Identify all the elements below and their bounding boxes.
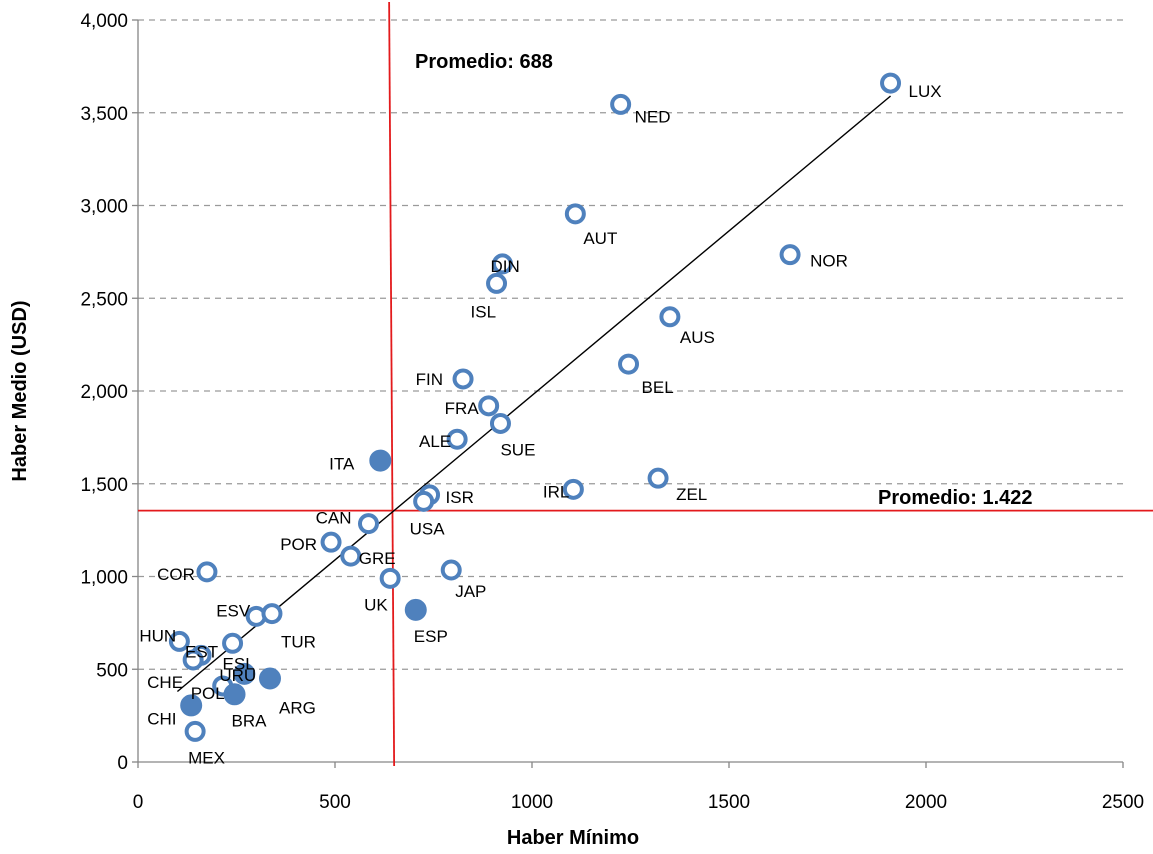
point-label: HUN	[139, 626, 176, 645]
point-label: ESP	[414, 627, 448, 646]
point-hun	[168, 630, 190, 652]
y-tick-label: 500	[96, 660, 128, 681]
point-ale	[446, 428, 468, 450]
point-label: USA	[410, 519, 446, 538]
point-label: NOR	[810, 252, 848, 271]
point-label: ISR	[446, 488, 474, 507]
point-label: CHE	[147, 673, 183, 692]
point-uk	[379, 567, 401, 589]
y-tick-label: 1,000	[80, 568, 128, 589]
point-bel	[618, 353, 640, 375]
point-label: ESL	[223, 654, 255, 673]
trendline	[176, 95, 891, 693]
y-tick-label: 2,500	[80, 289, 128, 310]
point-label: LUX	[909, 82, 942, 101]
point-usa	[413, 490, 435, 512]
point-label: UK	[364, 595, 388, 614]
point-label: ESV	[216, 601, 251, 620]
trendline-group	[176, 95, 891, 693]
x-tick-label: 0	[133, 792, 144, 813]
x-tick-label: 1000	[511, 792, 553, 813]
point-che	[182, 649, 204, 671]
point-aut	[564, 203, 586, 225]
point-label: ITA	[329, 455, 355, 474]
point-arg	[258, 667, 281, 690]
point-label: AUS	[680, 328, 715, 347]
point-esp	[404, 598, 427, 621]
x-tick-label: 2000	[905, 792, 947, 813]
point-label: POL	[191, 684, 225, 703]
point-label: FIN	[416, 370, 443, 389]
point-label: EST	[185, 642, 218, 661]
point-nor	[779, 244, 801, 266]
y-tick-labels: 0 500 1,000 1,500 2,000 2,500 3,000 3,500 4,000	[80, 11, 128, 774]
point-label: JAP	[455, 582, 486, 601]
x-tick-labels: 0 500 1000 1500 2000 2500	[133, 792, 1144, 813]
x-average-line	[388, 1, 396, 767]
data-points	[168, 72, 902, 742]
point-label: ARG	[279, 699, 316, 718]
y-tick-label: 2,000	[80, 382, 128, 403]
point-label: TUR	[281, 633, 316, 652]
point-label: ALE	[419, 432, 451, 451]
point-label: CAN	[316, 509, 352, 528]
y-tick-label: 0	[117, 753, 128, 774]
point-zel	[647, 467, 669, 489]
point-bra	[223, 683, 246, 706]
point-aus	[659, 306, 681, 328]
point-label: BEL	[642, 378, 674, 397]
point-label: IRL	[543, 482, 569, 501]
point-label: MEX	[188, 748, 225, 767]
point-label: NED	[635, 107, 671, 126]
point-label: POR	[280, 535, 317, 554]
point-fin	[452, 368, 474, 390]
point-label: COR	[157, 565, 195, 584]
average-lines	[138, 1, 1153, 767]
point-cor	[196, 561, 218, 583]
point-tur	[261, 603, 283, 625]
x-tick-label: 1500	[708, 792, 750, 813]
point-label: ZEL	[676, 485, 707, 504]
point-esl	[222, 632, 244, 654]
y-tick-label: 1,500	[80, 475, 128, 496]
y-tick-label: 3,000	[80, 197, 128, 218]
y-tick-label: 3,500	[80, 104, 128, 125]
axes	[132, 19, 1124, 768]
point-isl	[486, 272, 508, 294]
point-lux	[880, 72, 902, 94]
point-can	[357, 513, 379, 535]
x-axis-title: Haber Mínimo	[507, 827, 639, 849]
point-din	[491, 253, 513, 275]
y-average-label: Promedio: 1.422	[878, 487, 1033, 509]
point-label: AUT	[583, 229, 617, 248]
y-axis-title: Haber Medio (USD)	[9, 300, 31, 481]
point-ned	[610, 93, 632, 115]
x-average-label: Promedio: 688	[415, 51, 553, 73]
point-label: DIN	[490, 257, 519, 276]
point-uru	[233, 662, 256, 685]
point-label: BRA	[232, 711, 268, 730]
point-por	[320, 531, 342, 553]
point-mex	[184, 720, 206, 742]
point-irl	[562, 478, 584, 500]
point-label: SUE	[500, 440, 535, 459]
point-gre	[340, 545, 362, 567]
point-label: GRE	[359, 549, 396, 568]
point-ita	[369, 449, 392, 472]
gridlines	[138, 19, 1123, 670]
point-label: CHI	[147, 709, 176, 728]
point-label: URU	[219, 666, 256, 685]
point-chi	[180, 694, 203, 717]
y-tick-label: 4,000	[80, 11, 128, 32]
point-sue	[489, 412, 511, 434]
x-tick-label: 2500	[1102, 792, 1144, 813]
point-fra	[478, 395, 500, 417]
point-jap	[440, 559, 462, 581]
point-label: ISL	[471, 302, 497, 321]
x-tick-label: 500	[319, 792, 351, 813]
point-label: FRA	[445, 399, 480, 418]
